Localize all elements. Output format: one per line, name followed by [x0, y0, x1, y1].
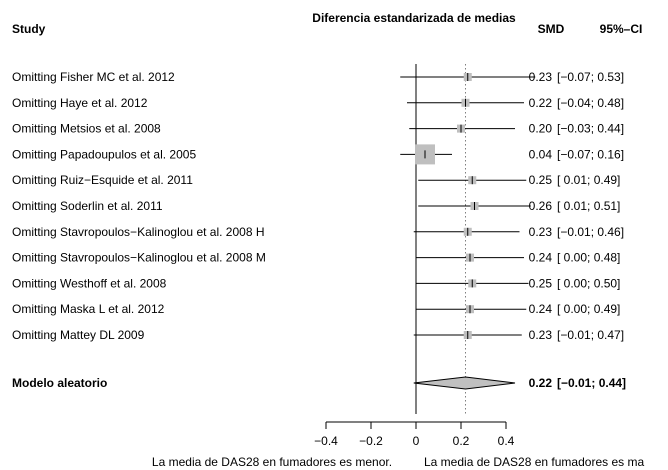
summary-diamond	[413, 376, 516, 390]
x-axis-label-left: La media de DAS28 en fumadores es menor.	[152, 455, 392, 469]
x-tick-label: 0.4	[498, 434, 515, 448]
study-label: Omitting Maska L et al. 2012	[12, 302, 165, 316]
smd-value: 0.22	[529, 96, 553, 110]
smd-value: 0.24	[529, 302, 553, 316]
smd-value: 0.25	[529, 173, 553, 187]
summary-label: Modelo aleatorio	[12, 376, 107, 390]
smd-value: 0.26	[529, 199, 553, 213]
ci-value: [−0.01; 0.46]	[557, 225, 624, 239]
summary-row: Modelo aleatorio 0.22 [−0.01; 0.44]	[12, 376, 626, 390]
x-tick-label: −0.2	[359, 434, 383, 448]
study-label: Omitting Haye et al. 2012	[12, 96, 148, 110]
x-axis-label-right: La media de DAS28 en fumadores es ma	[424, 455, 644, 469]
study-label: Omitting Mattey DL 2009	[12, 328, 145, 342]
ci-value: [−0.03; 0.44]	[557, 122, 624, 136]
chart-title: Diferencia estandarizada de medias	[312, 11, 516, 25]
study-label: Omitting Papadoupulos et al. 2005	[12, 147, 196, 161]
ci-value: [ 0.01; 0.49]	[557, 173, 620, 187]
smd-value: 0.23	[529, 225, 553, 239]
study-label: Omitting Stavropoulos−Kalinoglou et al. …	[12, 225, 265, 239]
smd-column-header: SMD	[538, 22, 565, 36]
ci-value: [ 0.00; 0.50]	[557, 276, 620, 290]
smd-value: 0.23	[529, 328, 553, 342]
study-label: Omitting Ruiz−Esquide et al. 2011	[12, 173, 193, 187]
ci-value: [ 0.00; 0.49]	[557, 302, 620, 316]
study-label: Omitting Metsios et al. 2008	[12, 122, 161, 136]
ci-column-header: 95%–CI	[600, 22, 643, 36]
ci-value: [−0.01; 0.47]	[557, 328, 624, 342]
ci-value: [ 0.00; 0.48]	[557, 251, 620, 265]
study-label: Omitting Westhoff et al. 2008	[12, 276, 167, 290]
x-tick-label: 0.2	[453, 434, 470, 448]
x-tick-label: 0	[413, 434, 420, 448]
study-label: Omitting Stavropoulos−Kalinoglou et al. …	[12, 251, 266, 265]
smd-value: 0.24	[529, 251, 553, 265]
smd-value: 0.23	[529, 70, 553, 84]
ci-value: [−0.07; 0.53]	[557, 70, 624, 84]
study-label: Omitting Fisher MC et al. 2012	[12, 70, 175, 84]
study-column-header: Study	[12, 22, 46, 36]
summary-ci-value: [−0.01; 0.44]	[557, 376, 626, 390]
smd-value: 0.25	[529, 276, 553, 290]
summary-smd-value: 0.22	[529, 376, 553, 390]
study-label: Omitting Soderlin et al. 2011	[12, 199, 163, 213]
ci-value: [−0.04; 0.48]	[557, 96, 624, 110]
ci-value: [ 0.01; 0.51]	[557, 199, 620, 213]
x-axis: −0.4 −0.2 0 0.2 0.4	[314, 421, 515, 448]
study-rows: Omitting Fisher MC et al. 2012 0.23 [−0.07…	[12, 70, 624, 342]
smd-value: 0.04	[529, 147, 553, 161]
x-tick-label: −0.4	[314, 434, 338, 448]
reference-lines	[415, 64, 466, 414]
smd-value: 0.20	[529, 122, 553, 136]
ci-value: [−0.07; 0.16]	[557, 147, 624, 161]
